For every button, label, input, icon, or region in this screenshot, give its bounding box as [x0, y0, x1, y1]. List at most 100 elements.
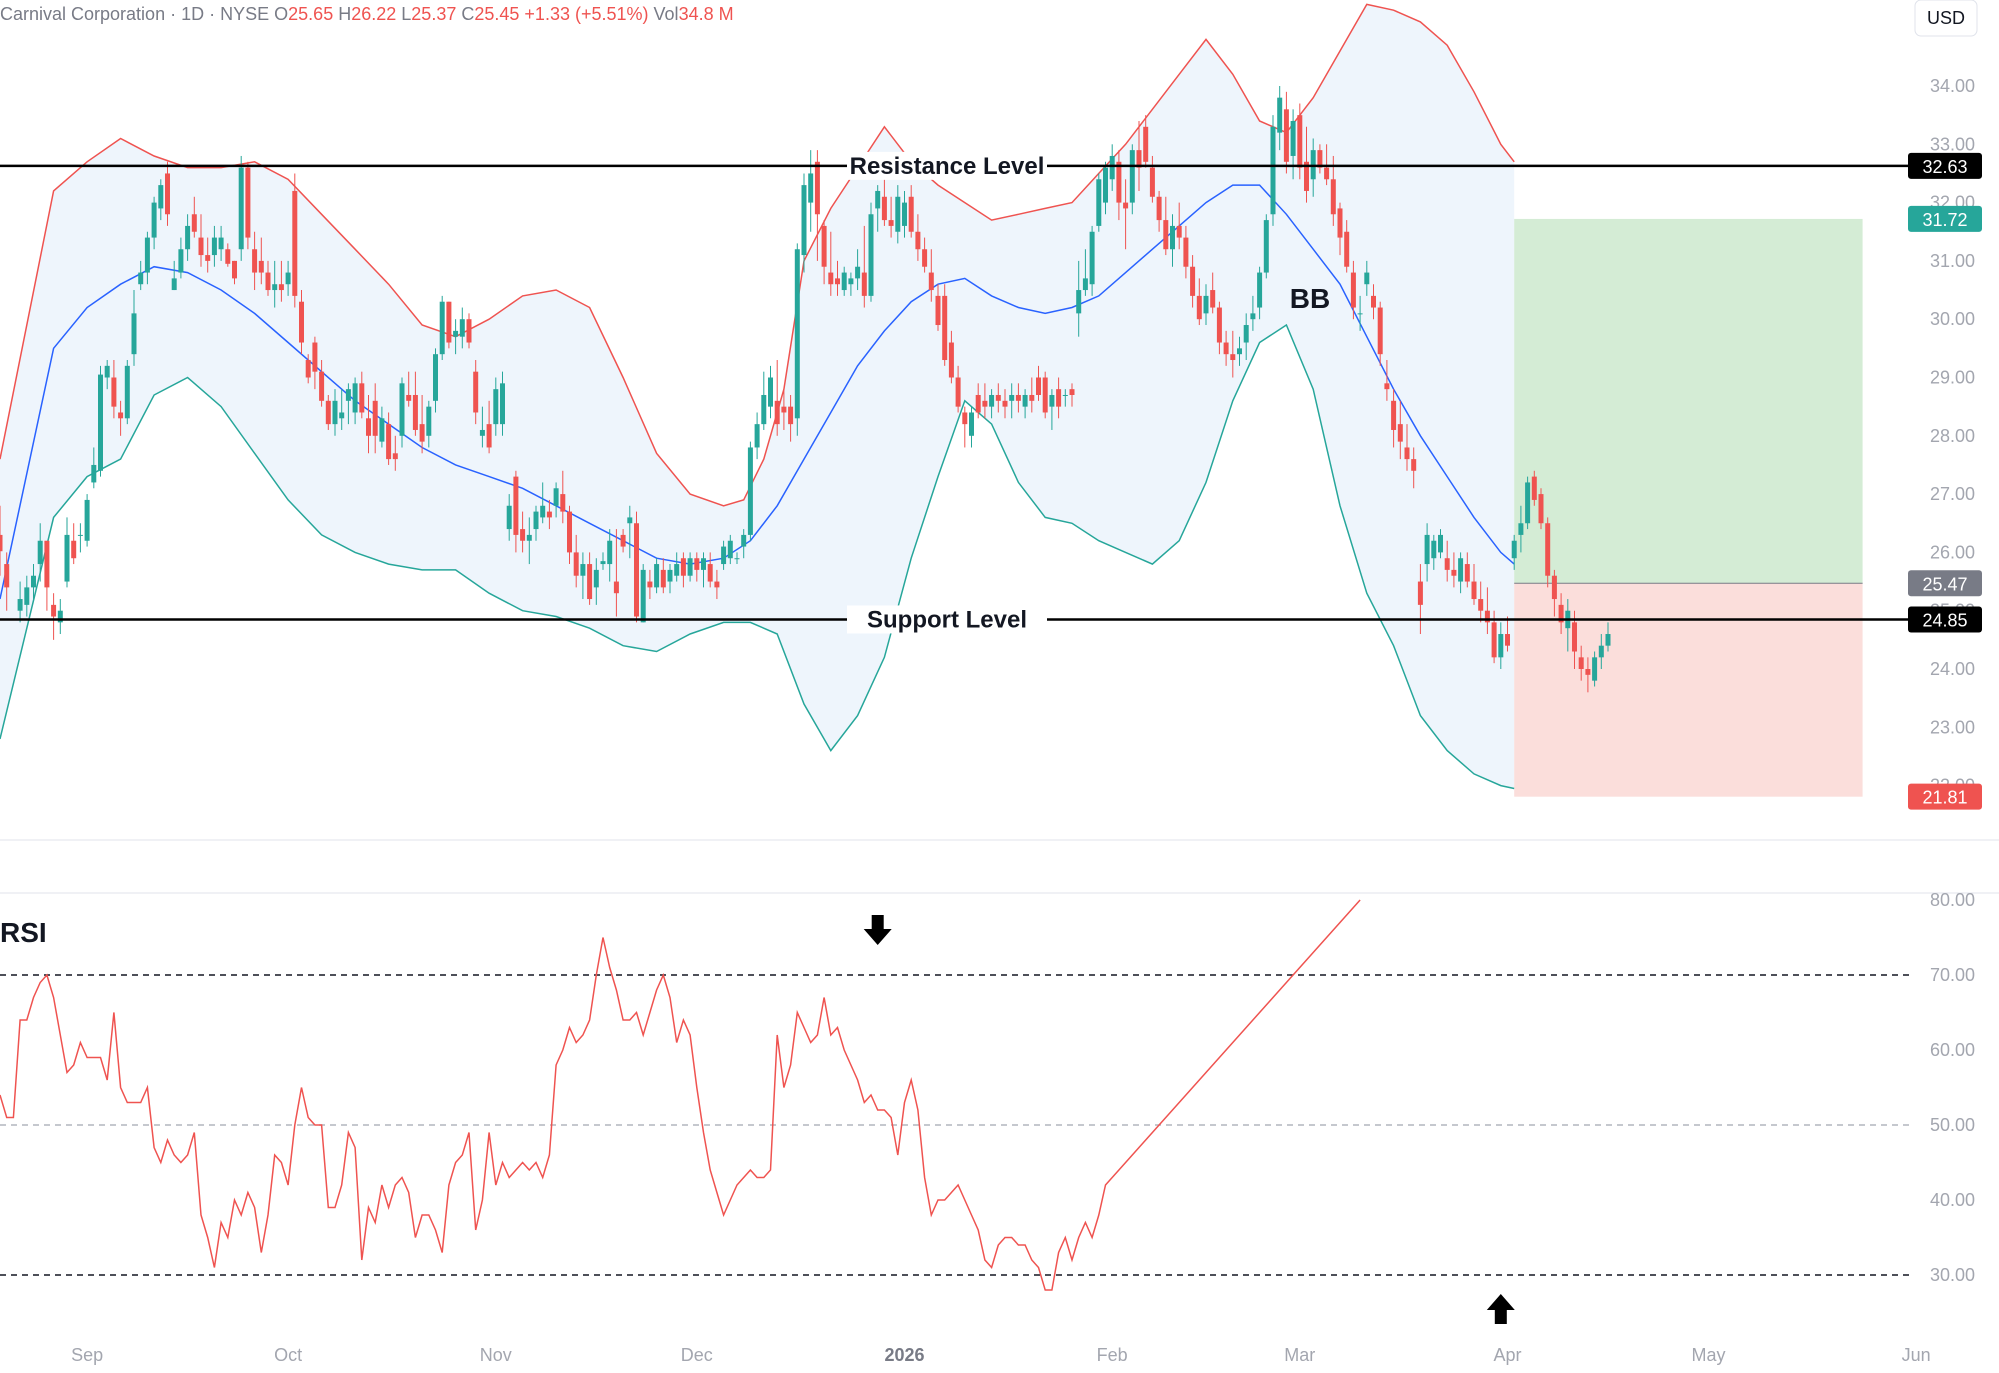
candle[interactable]: [124, 365, 130, 419]
candle[interactable]: [225, 249, 231, 264]
candle[interactable]: [1337, 208, 1343, 238]
candle[interactable]: [392, 453, 398, 460]
candle[interactable]: [701, 558, 706, 570]
candle[interactable]: [1196, 295, 1202, 320]
candle[interactable]: [1089, 231, 1095, 285]
candle[interactable]: [1163, 220, 1169, 250]
candle[interactable]: [1283, 109, 1289, 162]
candle[interactable]: [1149, 167, 1155, 197]
candle[interactable]: [1317, 150, 1323, 168]
candle[interactable]: [1551, 575, 1557, 600]
candle[interactable]: [955, 377, 961, 407]
candle[interactable]: [278, 284, 284, 291]
candle[interactable]: [1391, 400, 1397, 430]
candle[interactable]: [111, 377, 117, 407]
candle[interactable]: [1250, 313, 1256, 320]
candle[interactable]: [118, 412, 124, 419]
candle[interactable]: [1518, 523, 1524, 535]
candle[interactable]: [814, 161, 820, 215]
candle[interactable]: [727, 540, 733, 559]
candle[interactable]: [292, 190, 298, 296]
candle[interactable]: [1417, 581, 1423, 605]
candle[interactable]: [1384, 383, 1390, 390]
candle[interactable]: [1029, 394, 1035, 401]
price-pane[interactable]: Resistance Level Support Level BB 34.00 33.0…: [0, 3, 1999, 841]
candle[interactable]: [339, 412, 345, 419]
candle[interactable]: [1136, 150, 1142, 168]
candle[interactable]: [17, 599, 23, 611]
candle[interactable]: [1484, 610, 1490, 623]
candle[interactable]: [1210, 290, 1216, 308]
candle[interactable]: [1364, 272, 1370, 285]
rsi-line[interactable]: [0, 899, 1361, 1291]
candle[interactable]: [533, 511, 539, 530]
candle[interactable]: [1458, 558, 1464, 582]
candle[interactable]: [1156, 196, 1162, 221]
candle[interactable]: [828, 272, 834, 285]
candle[interactable]: [1216, 307, 1222, 343]
candle[interactable]: [627, 517, 633, 524]
candle[interactable]: [868, 214, 874, 296]
candle[interactable]: [808, 173, 814, 203]
candle[interactable]: [721, 546, 727, 565]
candle[interactable]: [98, 374, 103, 471]
candle[interactable]: [848, 278, 854, 285]
candle[interactable]: [935, 295, 941, 326]
candle[interactable]: [1451, 569, 1457, 576]
candle[interactable]: [989, 394, 995, 407]
candle[interactable]: [1243, 325, 1249, 343]
candle[interactable]: [741, 534, 747, 547]
candle[interactable]: [634, 523, 639, 617]
candle[interactable]: [580, 564, 586, 576]
candle[interactable]: [1531, 476, 1537, 500]
candle[interactable]: [1297, 115, 1303, 168]
candle[interactable]: [500, 383, 505, 425]
candle[interactable]: [71, 540, 77, 559]
candle[interactable]: [1270, 126, 1276, 215]
candle[interactable]: [600, 561, 606, 565]
candle[interactable]: [299, 301, 304, 343]
candle[interactable]: [567, 511, 572, 553]
candle[interactable]: [386, 424, 392, 460]
candle[interactable]: [969, 412, 974, 436]
candle[interactable]: [948, 342, 954, 378]
candle[interactable]: [185, 225, 191, 250]
candle[interactable]: [835, 278, 840, 285]
candle[interactable]: [37, 540, 43, 565]
candle[interactable]: [1324, 167, 1330, 180]
candle[interactable]: [0, 534, 3, 552]
candle[interactable]: [768, 377, 773, 407]
candle[interactable]: [51, 604, 57, 617]
candle[interactable]: [1096, 179, 1102, 226]
target-zone[interactable]: [1514, 218, 1863, 584]
candle[interactable]: [479, 429, 485, 436]
candle[interactable]: [419, 424, 425, 442]
candle[interactable]: [332, 400, 338, 425]
candle[interactable]: [1598, 645, 1604, 658]
candle[interactable]: [178, 249, 184, 273]
candle[interactable]: [1491, 622, 1497, 658]
candle[interactable]: [1116, 161, 1122, 203]
candle[interactable]: [1203, 295, 1209, 314]
candle[interactable]: [399, 383, 405, 436]
candle[interactable]: [801, 185, 807, 256]
candle[interactable]: [1438, 534, 1443, 553]
candle[interactable]: [165, 173, 170, 215]
candle[interactable]: [1036, 377, 1041, 395]
candle[interactable]: [1223, 342, 1229, 355]
candle[interactable]: [1056, 389, 1062, 407]
rsi-pane[interactable]: RSI 80.00 70.00 60.00 50.00 40.00 30.00: [0, 890, 1999, 1324]
candle[interactable]: [366, 418, 371, 436]
candle[interactable]: [774, 400, 780, 425]
candle[interactable]: [379, 418, 385, 442]
candle[interactable]: [1444, 558, 1450, 570]
candle[interactable]: [788, 406, 794, 425]
candle[interactable]: [433, 354, 438, 401]
candle[interactable]: [560, 494, 566, 512]
candle[interactable]: [1424, 534, 1430, 565]
candle[interactable]: [1129, 150, 1135, 203]
candle[interactable]: [426, 406, 432, 436]
candle[interactable]: [1123, 202, 1129, 209]
candle[interactable]: [922, 249, 928, 267]
candle[interactable]: [667, 569, 673, 582]
